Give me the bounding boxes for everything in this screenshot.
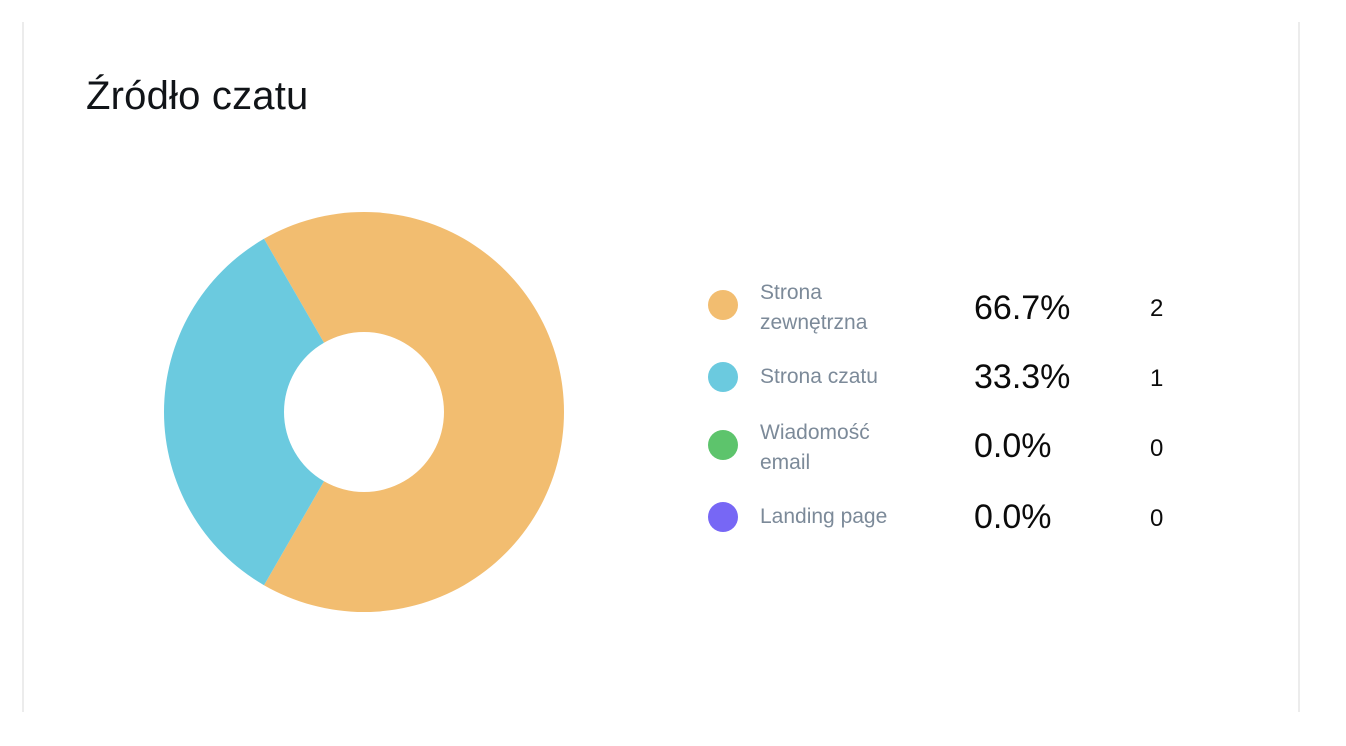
donut-slice-2[interactable] xyxy=(164,238,324,586)
card-title: Źródło czatu xyxy=(86,74,309,118)
legend-dot-icon xyxy=(708,502,738,532)
legend-dot-icon xyxy=(708,362,738,392)
legend-dot-icon xyxy=(708,430,738,460)
chat-source-card: Źródło czatu Strona zewnętrzna 66.7% 2 Stro… xyxy=(22,22,1300,712)
legend-percent: 0.0% xyxy=(974,498,1052,536)
legend-count: 1 xyxy=(1150,365,1164,392)
legend-label: Strona zewnętrzna xyxy=(760,281,868,334)
legend-percent: 66.7% xyxy=(974,289,1071,327)
legend-label: Strona czatu xyxy=(760,365,878,388)
legend-percent: 33.3% xyxy=(974,358,1071,396)
legend-dot-icon xyxy=(708,290,738,320)
legend-label: Landing page xyxy=(760,505,888,528)
legend-item[interactable]: Strona zewnętrzna 66.7% 2 xyxy=(708,22,1188,334)
donut-chart xyxy=(164,212,564,612)
legend-count: 0 xyxy=(1150,435,1164,462)
legend-count: 2 xyxy=(1150,295,1164,322)
legend-label: Wiadomość email xyxy=(760,421,870,474)
legend-count: 0 xyxy=(1150,505,1164,532)
legend-item[interactable]: Strona czatu 33.3% 1 xyxy=(708,22,1188,396)
legend-percent: 0.0% xyxy=(974,427,1052,465)
donut-slice-1[interactable] xyxy=(264,212,564,612)
legend-item[interactable]: Wiadomość email 0.0% 0 xyxy=(708,22,1188,474)
chart-legend: Strona zewnętrzna 66.7% 2 Strona czatu 33.3%… xyxy=(24,22,1298,712)
legend-item[interactable]: Landing page 0.0% 0 xyxy=(708,22,1188,536)
